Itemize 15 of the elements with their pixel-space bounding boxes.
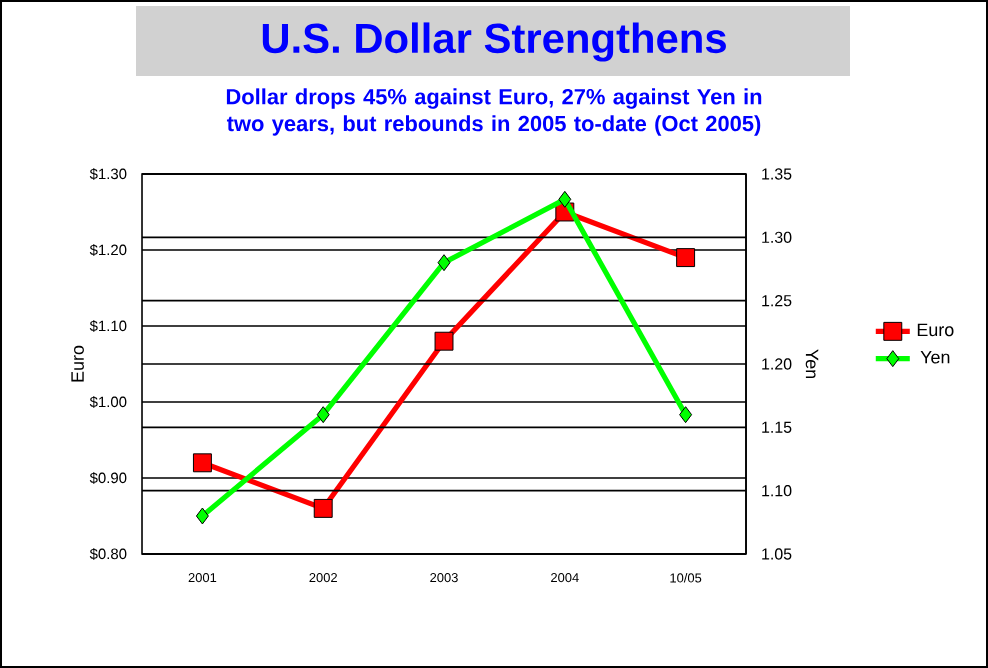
point	[313, 498, 333, 518]
point	[558, 190, 572, 208]
point	[676, 248, 696, 268]
legend-label: Yen	[920, 350, 950, 364]
chart-title: U.S. Dollar Strengthens	[262, 22, 726, 62]
point	[195, 507, 209, 525]
legend-label: Euro	[917, 323, 954, 337]
point	[434, 331, 454, 351]
point	[437, 254, 451, 272]
point	[316, 406, 330, 424]
y-axis-title: Euro	[71, 345, 84, 382]
point	[679, 406, 693, 424]
chart-subtitle: Dollar drops 45% against Euro, 27% against Yen in two years, but rebounds in 2005 to-date (Oct 2005)	[226, 88, 762, 136]
point	[192, 453, 212, 473]
y2-axis-title: Yen	[805, 349, 819, 378]
